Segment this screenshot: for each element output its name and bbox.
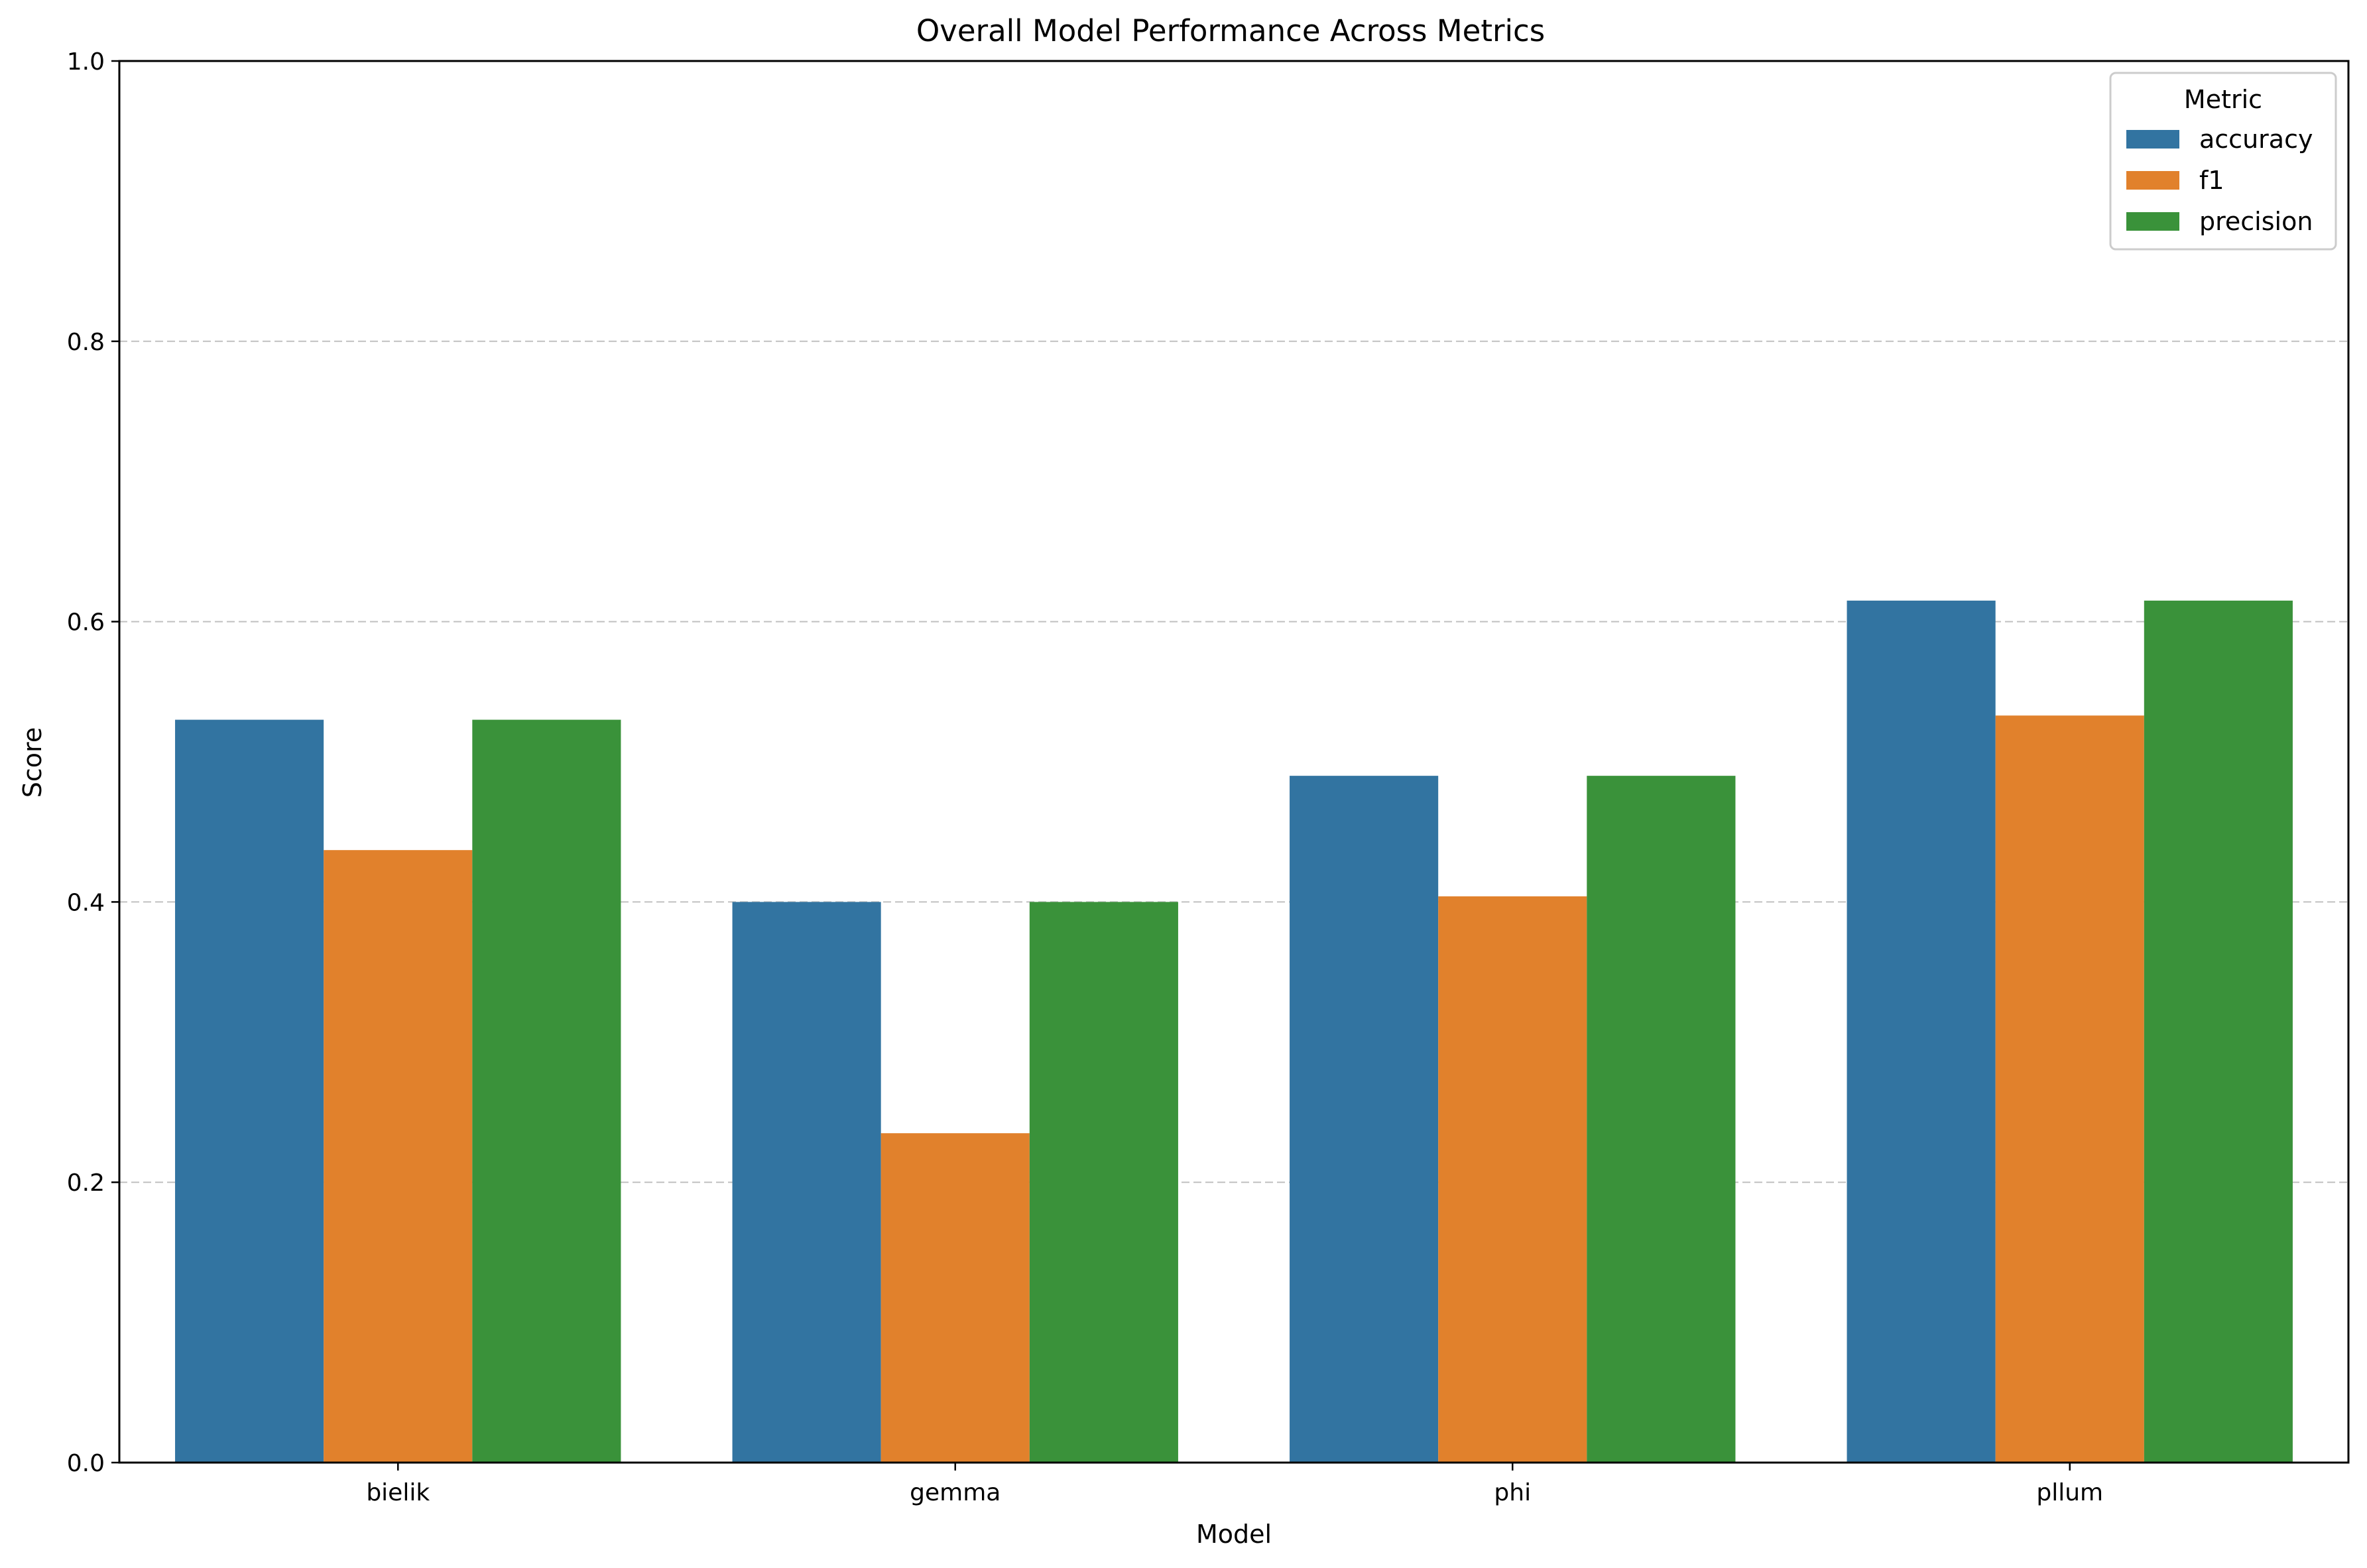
plot-frame <box>118 60 2350 1464</box>
x-axis-ticks: bielik gemma phi pllum <box>366 1463 2103 1506</box>
legend-swatch-accuracy <box>2126 130 2179 149</box>
x-tick-label: bielik <box>366 1479 430 1506</box>
chart-title: Overall Model Performance Across Metrics <box>916 13 1545 48</box>
y-tick-label: 0.4 <box>67 889 105 916</box>
y-axis-ticks: 0.0 0.2 0.4 0.6 0.8 1.0 <box>67 48 119 1477</box>
x-tick-label: phi <box>1494 1479 1531 1506</box>
legend-label-f1: f1 <box>2199 166 2224 195</box>
bar-pllum-f1 <box>1995 715 2144 1463</box>
y-axis-label: Score <box>18 727 47 798</box>
bar-bielik-f1 <box>324 850 473 1463</box>
y-tick-label: 0.2 <box>67 1170 105 1197</box>
legend-title: Metric <box>2184 85 2262 114</box>
bar-gemma-precision <box>1029 902 1178 1463</box>
bar-phi-accuracy <box>1290 776 1439 1463</box>
bar-gemma-accuracy <box>732 902 881 1463</box>
y-tick-label: 1.0 <box>67 48 105 76</box>
y-tick-label: 0.0 <box>67 1450 105 1477</box>
x-tick-label: gemma <box>910 1479 1001 1506</box>
legend-items: accuracy f1 precision <box>2126 125 2313 236</box>
legend-swatch-precision <box>2126 212 2179 231</box>
bar-gemma-f1 <box>880 1133 1030 1463</box>
legend: Metric accuracy f1 precision <box>2109 72 2337 251</box>
legend-box <box>2109 72 2337 251</box>
bar-phi-precision <box>1587 776 1736 1463</box>
bars <box>175 600 2293 1463</box>
legend-label-precision: precision <box>2199 207 2313 236</box>
y-tick-label: 0.6 <box>67 609 105 636</box>
bar-bielik-accuracy <box>175 719 324 1463</box>
legend-swatch-f1 <box>2126 171 2179 190</box>
x-tick-label: pllum <box>2036 1479 2103 1506</box>
y-tick-label: 0.8 <box>67 329 105 356</box>
x-axis-label: Model <box>1196 1520 1272 1549</box>
bar-pllum-accuracy <box>1847 600 1996 1463</box>
bar-pllum-precision <box>2144 600 2293 1463</box>
legend-label-accuracy: accuracy <box>2199 125 2313 154</box>
bar-phi-f1 <box>1438 896 1587 1463</box>
bar-bielik-precision <box>472 719 621 1463</box>
